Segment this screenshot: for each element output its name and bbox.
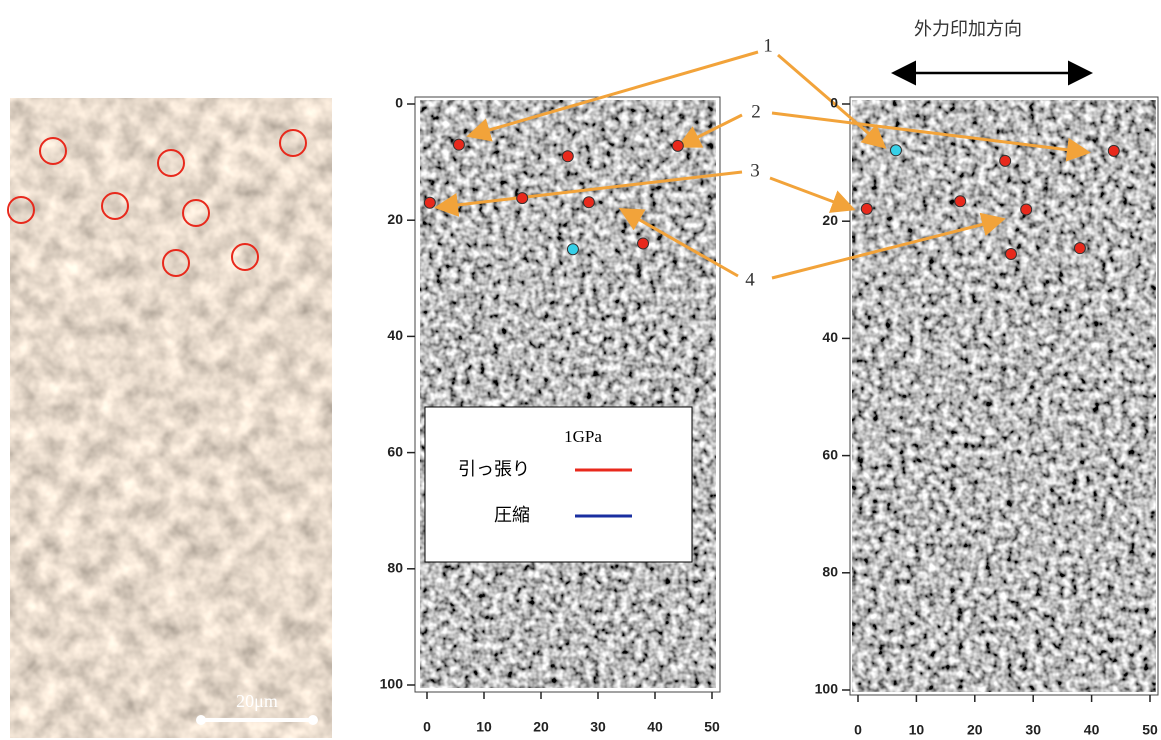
- scale-bar-end: [308, 715, 318, 725]
- legend-title: 1GPa: [564, 427, 602, 446]
- point: [1006, 249, 1017, 260]
- x-tick-label: 10: [909, 722, 925, 738]
- y-tick-label: 0: [395, 95, 403, 111]
- annotation-label: 2: [751, 101, 761, 122]
- x-tick-label: 20: [967, 722, 983, 738]
- y-tick-label: 40: [822, 329, 838, 345]
- point: [424, 197, 435, 208]
- annotation: 外力印加方向: [914, 19, 1022, 39]
- x-tick-label: 30: [1025, 722, 1041, 738]
- legend-label: 引っ張り: [458, 459, 530, 479]
- x-tick-label: 40: [647, 719, 663, 735]
- stress-map: [420, 100, 716, 688]
- y-tick-label: 40: [387, 327, 403, 343]
- point: [517, 193, 528, 204]
- point: [562, 151, 573, 162]
- y-tick-label: 100: [815, 681, 839, 697]
- y-tick-label: 0: [830, 95, 838, 111]
- y-tick-label: 80: [387, 560, 403, 576]
- point: [672, 140, 683, 151]
- stress-map: [852, 100, 1156, 692]
- point: [1000, 155, 1011, 166]
- annotation-label: 4: [745, 269, 755, 290]
- point: [1021, 204, 1032, 215]
- y-tick-label: 60: [822, 446, 838, 462]
- x-tick-label: 0: [423, 719, 431, 735]
- point: [955, 196, 966, 207]
- point: [1108, 145, 1119, 156]
- point: [890, 145, 901, 156]
- annotation-label: 1: [763, 35, 773, 56]
- x-tick-label: 40: [1084, 722, 1100, 738]
- y-tick-label: 20: [822, 212, 838, 228]
- x-tick-label: 50: [704, 719, 720, 735]
- scale-label: 20μm: [236, 691, 278, 711]
- x-tick-label: 30: [590, 719, 606, 735]
- annotation-label: 3: [750, 160, 760, 181]
- point: [861, 203, 872, 214]
- y-tick-label: 60: [387, 443, 403, 459]
- legend: [425, 407, 692, 562]
- y-tick-label: 100: [380, 676, 404, 692]
- x-tick-label: 50: [1142, 722, 1158, 738]
- scale-bar-end: [196, 715, 206, 725]
- point: [1074, 243, 1085, 254]
- figure: 20μm 1GPa 引っ張り圧縮 外力印加方向 1 2 3 4 0 20 40 60 8…: [0, 0, 1161, 740]
- x-tick-label: 0: [854, 722, 862, 738]
- x-tick-label: 10: [476, 719, 492, 735]
- y-tick-label: 80: [822, 564, 838, 580]
- point: [453, 139, 464, 150]
- micrograph: [10, 98, 332, 738]
- point: [567, 244, 578, 255]
- x-tick-label: 20: [533, 719, 549, 735]
- point: [583, 197, 594, 208]
- y-tick-label: 20: [387, 211, 403, 227]
- legend-label: 圧縮: [494, 505, 530, 525]
- point: [638, 238, 649, 249]
